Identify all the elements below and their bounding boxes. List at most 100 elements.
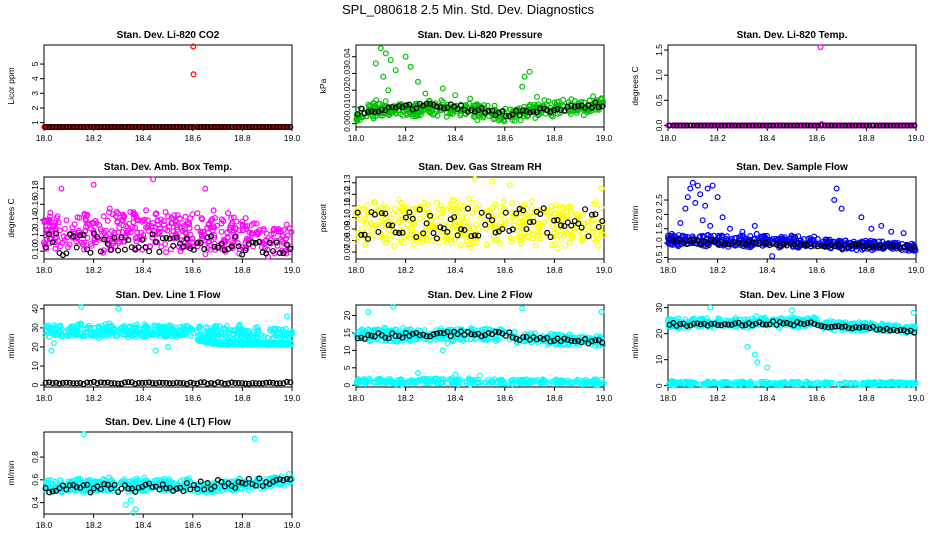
outlier-point (689, 179, 696, 186)
points (42, 303, 296, 388)
y-tick-label: 2.5 (654, 194, 664, 206)
x-tick-label: 18.6 (185, 265, 202, 275)
data-point (528, 204, 535, 211)
y-tick-label: 1.0 (654, 237, 664, 249)
x-tick-label: 18.8 (234, 133, 251, 143)
outlier-point (489, 178, 496, 185)
outlier-point (900, 230, 907, 237)
y-tick-label: 0 (30, 382, 40, 387)
points (664, 179, 919, 260)
outlier-point (439, 85, 446, 92)
x-tick-label: 18.2 (85, 393, 102, 403)
chart-4: Stan. Dev. Amb. Box Temp.18.0 18.2 18.4 18.… (6, 162, 301, 275)
x-tick-label: 18.8 (858, 265, 875, 275)
y-axis-label: percent (318, 203, 328, 232)
data-point (449, 229, 456, 236)
data-point (194, 210, 201, 217)
x-tick-label: 18.4 (135, 265, 152, 275)
outlier-point (202, 185, 209, 192)
data-point (552, 205, 559, 212)
outlier-point (422, 90, 429, 97)
data-point (52, 245, 59, 252)
data-point (218, 228, 225, 235)
x-tick-label: 19.0 (284, 133, 301, 143)
data-point (100, 213, 107, 220)
y-tick-label: 1.5 (654, 44, 664, 56)
y-tick-label: 0.12 (30, 227, 40, 244)
x-tick-label: 18.6 (809, 265, 826, 275)
y-tick-label: 0 (342, 383, 352, 388)
x-tick-label: 18.4 (759, 265, 776, 275)
y-tick-label: 20 (30, 342, 40, 352)
outlier-point (385, 87, 392, 94)
chart-title: Stan. Dev. Gas Stream RH (418, 162, 541, 173)
x-tick-label: 19.0 (908, 133, 925, 143)
data-point (391, 243, 398, 250)
overlay-point (146, 248, 153, 255)
outlier-point (707, 222, 714, 229)
y-axis-label: ml/min (318, 333, 328, 358)
outlier-point (444, 340, 451, 347)
data-point (61, 225, 68, 232)
data-point (517, 240, 524, 247)
data-point (364, 202, 371, 209)
x-tick-label: 18.0 (660, 133, 677, 143)
y-tick-label: 20 (342, 310, 352, 320)
x-tick-label: 18.0 (348, 393, 365, 403)
overlay-point (156, 248, 163, 255)
outlier-point (377, 45, 384, 52)
data-point (562, 242, 569, 249)
outlier-point (519, 305, 526, 312)
y-tick-label: 10 (30, 361, 40, 371)
x-tick-label: 18.8 (234, 393, 251, 403)
outlier-point (833, 185, 840, 192)
outlier-point (165, 344, 172, 351)
x-tick-label: 18.2 (709, 393, 726, 403)
x-tick-label: 18.6 (185, 393, 202, 403)
y-tick-label: 40 (30, 304, 40, 314)
points (40, 176, 295, 260)
data-point (451, 236, 458, 243)
outlier-point (402, 53, 409, 60)
data-point (202, 251, 209, 258)
x-tick-label: 18.6 (809, 133, 826, 143)
y-tick-label: 3 (30, 91, 40, 96)
x-tick-label: 18.0 (348, 265, 365, 275)
data-point (382, 98, 389, 105)
data-point (500, 198, 507, 205)
y-tick-label: 0.03 (342, 65, 352, 82)
x-tick-label: 18.6 (497, 265, 514, 275)
outlier-point (699, 217, 706, 224)
outlier-point (467, 95, 474, 102)
points (353, 303, 607, 388)
data-point (517, 117, 524, 124)
x-tick-label: 18.0 (348, 133, 365, 143)
points (353, 176, 607, 252)
outlier-point (888, 228, 895, 235)
x-tick-label: 18.2 (397, 265, 414, 275)
y-tick-label: 10 (654, 355, 664, 365)
overlay-point (115, 247, 122, 254)
outlier-point (694, 182, 701, 189)
outlier-point (372, 60, 379, 67)
y-tick-label: 0.5 (654, 251, 664, 263)
x-tick-label: 19.0 (284, 265, 301, 275)
points (41, 43, 294, 130)
x-tick-label: 18.0 (660, 393, 677, 403)
outlier-point (415, 370, 422, 377)
plot-frame (43, 44, 293, 128)
x-tick-label: 18.6 (809, 393, 826, 403)
data-point (391, 205, 398, 212)
x-tick-label: 19.0 (596, 393, 613, 403)
data-point (528, 198, 535, 205)
points (664, 304, 919, 389)
data-point (417, 215, 424, 222)
x-tick-label: 18.8 (234, 265, 251, 275)
y-tick-label: 0.0 (654, 119, 664, 131)
data-point (598, 204, 605, 211)
data-point (210, 207, 217, 214)
outlier-point (152, 347, 159, 354)
